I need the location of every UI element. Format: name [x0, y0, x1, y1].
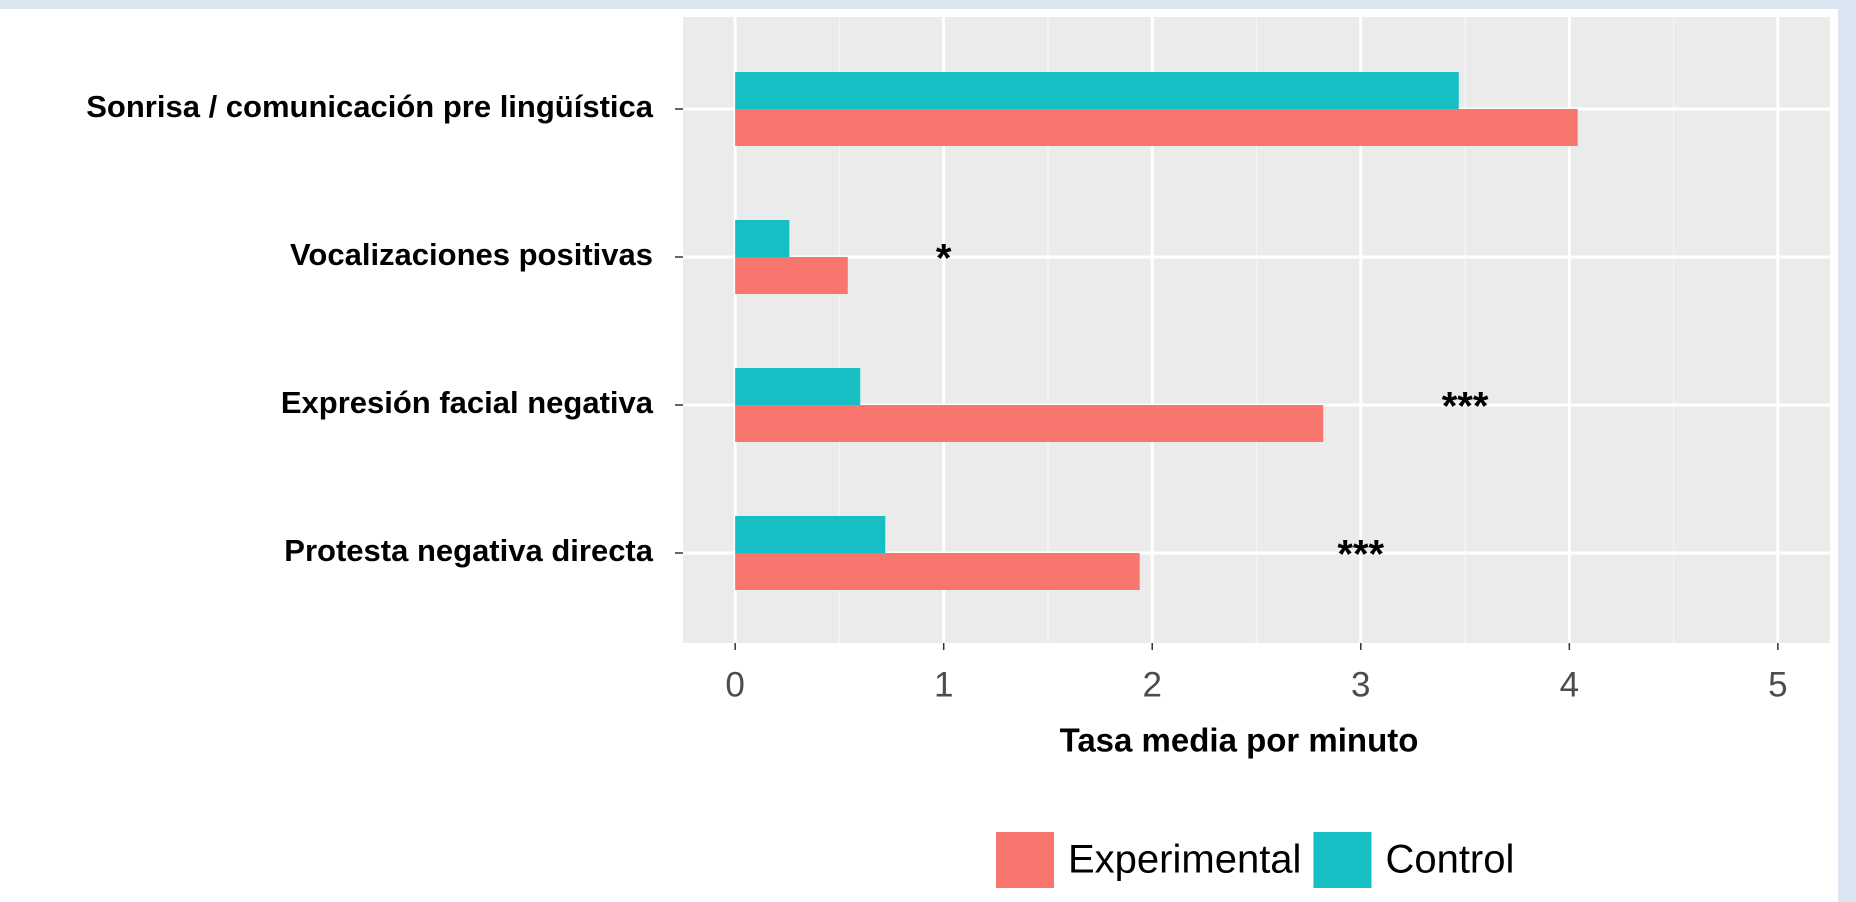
annotation: *** [1337, 533, 1384, 577]
bar [735, 405, 1324, 442]
bar [735, 257, 848, 294]
bar [735, 109, 1578, 146]
bar [735, 220, 790, 257]
x-tick-label: 2 [1142, 665, 1161, 704]
x-tick-label: 0 [725, 665, 744, 704]
x-tick-label: 5 [1768, 665, 1787, 704]
category-label: Protesta negativa directa [284, 533, 653, 568]
category-label: Expresión facial negativa [281, 385, 654, 420]
legend-swatch [1313, 832, 1372, 888]
bar [735, 553, 1140, 590]
legend-swatch [996, 832, 1054, 888]
annotation: * [936, 237, 952, 281]
legend-label: Control [1385, 838, 1514, 882]
category-label: Sonrisa / comunicación pre lingüística [86, 89, 654, 124]
legend-label: Experimental [1068, 838, 1301, 882]
bar [735, 516, 886, 553]
x-tick-label: 4 [1560, 665, 1579, 704]
x-axis-title: Tasa media por minuto [1060, 722, 1419, 759]
x-tick-label: 3 [1351, 665, 1370, 704]
bar [735, 72, 1459, 109]
x-tick-label: 1 [934, 665, 953, 704]
category-label: Vocalizaciones positivas [290, 237, 653, 272]
annotation: *** [1442, 385, 1489, 429]
bar [735, 368, 861, 405]
